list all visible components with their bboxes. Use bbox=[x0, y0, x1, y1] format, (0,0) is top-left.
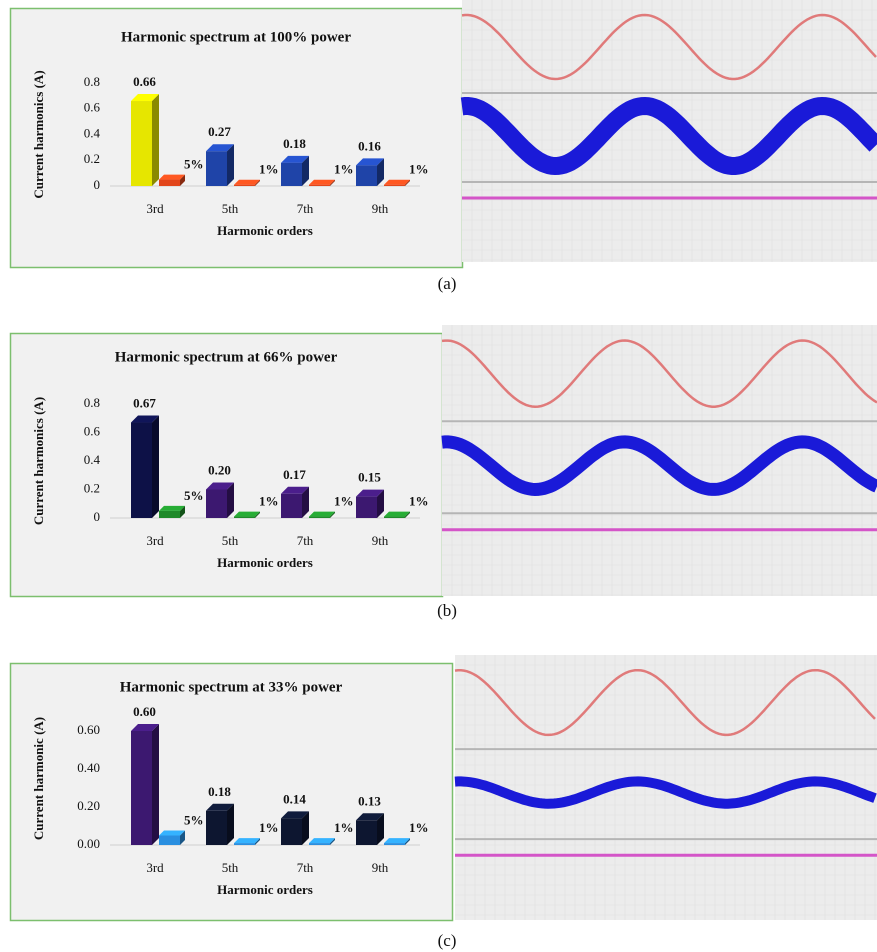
y-tick-label: 0.4 bbox=[84, 125, 101, 140]
bar bbox=[356, 165, 377, 186]
y-tick-label: 0.60 bbox=[77, 722, 100, 737]
chart-panel: Harmonic spectrum at 33% power Current ha… bbox=[11, 664, 453, 921]
value-label: 5% bbox=[184, 157, 204, 172]
value-label: 1% bbox=[334, 820, 354, 835]
y-tick-label: 0.40 bbox=[77, 760, 100, 775]
x-tick-label: 9th bbox=[372, 533, 389, 548]
bar bbox=[356, 820, 377, 845]
x-tick-label: 5th bbox=[222, 860, 239, 875]
value-label: 1% bbox=[409, 162, 429, 177]
bar bbox=[281, 163, 302, 186]
x-tick-label: 5th bbox=[222, 201, 239, 216]
bar bbox=[159, 836, 180, 846]
bar-side bbox=[152, 416, 159, 518]
bar bbox=[234, 843, 255, 845]
oscilloscope-image bbox=[462, 0, 877, 262]
value-label: 0.18 bbox=[208, 784, 231, 799]
value-label: 0.14 bbox=[283, 791, 306, 806]
bar bbox=[281, 494, 302, 518]
x-axis-title: Harmonic orders bbox=[217, 555, 313, 570]
x-tick-label: 7th bbox=[297, 533, 314, 548]
chart-panel: Harmonic spectrum at 100% power Current h… bbox=[11, 9, 463, 268]
caption: (b) bbox=[437, 601, 457, 620]
y-axis-title: Current harmonics (A) bbox=[31, 397, 46, 525]
y-tick-label: 0.2 bbox=[84, 480, 100, 495]
bar bbox=[234, 185, 255, 186]
oscilloscope-image bbox=[455, 655, 877, 920]
value-label: 0.60 bbox=[133, 704, 156, 719]
y-tick-label: 0.00 bbox=[77, 836, 100, 851]
y-tick-label: 0.2 bbox=[84, 151, 100, 166]
y-tick-label: 0.20 bbox=[77, 798, 100, 813]
value-label: 0.66 bbox=[133, 74, 156, 89]
value-label: 5% bbox=[184, 488, 204, 503]
y-tick-label: 0.4 bbox=[84, 452, 101, 467]
y-tick-label: 0.6 bbox=[84, 100, 101, 115]
bar bbox=[131, 101, 152, 186]
y-tick-label: 0.8 bbox=[84, 74, 100, 89]
x-tick-label: 7th bbox=[297, 201, 314, 216]
bar bbox=[131, 423, 152, 518]
scope-background bbox=[462, 0, 877, 262]
caption: (a) bbox=[438, 274, 457, 293]
chart-title: Harmonic spectrum at 100% power bbox=[121, 29, 351, 45]
bar bbox=[131, 731, 152, 845]
value-label: 1% bbox=[259, 494, 279, 509]
y-tick-label: 0.6 bbox=[84, 423, 101, 438]
bar bbox=[384, 843, 405, 845]
value-label: 1% bbox=[259, 162, 279, 177]
y-axis-title: Current harmonic (A) bbox=[31, 717, 46, 840]
x-tick-label: 5th bbox=[222, 533, 239, 548]
bar bbox=[309, 185, 330, 186]
x-tick-label: 7th bbox=[297, 860, 314, 875]
value-label: 0.15 bbox=[358, 470, 381, 485]
value-label: 5% bbox=[184, 812, 204, 827]
x-axis-title: Harmonic orders bbox=[217, 882, 313, 897]
chart-title: Harmonic spectrum at 33% power bbox=[120, 679, 343, 695]
bar-side bbox=[152, 94, 159, 186]
bar-side bbox=[227, 144, 234, 186]
y-axis-title: Current harmonics (A) bbox=[31, 70, 46, 198]
value-label: 0.16 bbox=[358, 138, 381, 153]
value-label: 0.20 bbox=[208, 462, 231, 477]
chart-title: Harmonic spectrum at 66% power bbox=[115, 349, 338, 365]
y-tick-label: 0.8 bbox=[84, 395, 100, 410]
x-tick-label: 9th bbox=[372, 860, 389, 875]
chart-panel: Harmonic spectrum at 66% power Current ha… bbox=[11, 334, 443, 597]
bar bbox=[206, 811, 227, 845]
value-label: 1% bbox=[259, 820, 279, 835]
value-label: 1% bbox=[334, 494, 354, 509]
bar bbox=[159, 511, 180, 518]
bar bbox=[234, 517, 255, 518]
value-label: 1% bbox=[334, 162, 354, 177]
value-label: 0.67 bbox=[133, 396, 156, 411]
value-label: 0.17 bbox=[283, 467, 306, 482]
value-label: 0.13 bbox=[358, 793, 381, 808]
value-label: 1% bbox=[409, 494, 429, 509]
x-tick-label: 3rd bbox=[146, 201, 164, 216]
x-tick-label: 3rd bbox=[146, 533, 164, 548]
bar-side bbox=[227, 804, 234, 845]
x-axis-title: Harmonic orders bbox=[217, 223, 313, 238]
value-label: 0.27 bbox=[208, 124, 231, 139]
bar bbox=[384, 517, 405, 518]
value-label: 1% bbox=[409, 820, 429, 835]
x-tick-label: 3rd bbox=[146, 860, 164, 875]
y-tick-label: 0 bbox=[94, 177, 101, 192]
bar bbox=[206, 151, 227, 186]
x-tick-label: 9th bbox=[372, 201, 389, 216]
oscilloscope-image bbox=[442, 325, 877, 596]
y-tick-label: 0 bbox=[94, 509, 101, 524]
bar bbox=[309, 517, 330, 518]
figure: Harmonic spectrum at 100% power Current h… bbox=[0, 0, 877, 952]
bar bbox=[309, 843, 330, 845]
bar bbox=[356, 497, 377, 518]
bar-side bbox=[152, 724, 159, 845]
caption: (c) bbox=[438, 931, 457, 950]
bar bbox=[384, 185, 405, 186]
bar bbox=[159, 180, 180, 186]
bar bbox=[281, 818, 302, 845]
value-label: 0.18 bbox=[283, 136, 306, 151]
bar bbox=[206, 490, 227, 519]
